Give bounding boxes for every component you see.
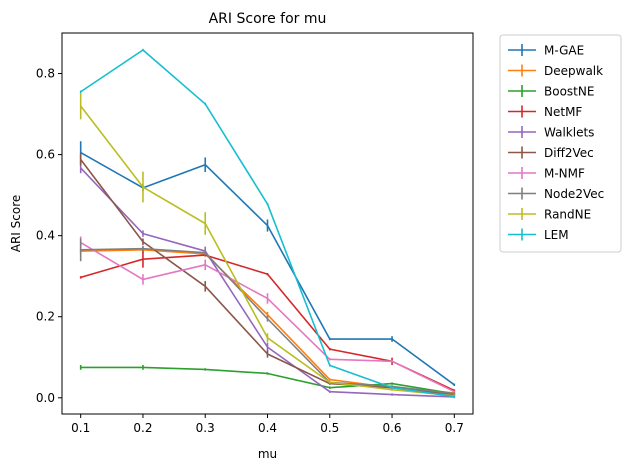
legend-item-randne: RandNE: [508, 208, 591, 222]
legend-item-m-nmf: M-NMF: [508, 167, 585, 181]
legend-label-deepwalk: Deepwalk: [544, 64, 603, 78]
legend: M-GAE Deepwalk BoostNE NetMF Walklets Diff2Ve…: [499, 34, 622, 253]
x-tick-label: 0.1: [71, 421, 90, 435]
x-tick-label: 0.4: [258, 421, 277, 435]
series-line-walklets: [80, 167, 455, 398]
legend-item-boostne: BoostNE: [508, 85, 594, 99]
legend-label-walklets: Walklets: [544, 126, 594, 140]
x-tick-label: 0.3: [196, 421, 215, 435]
legend-label-m-nmf: M-NMF: [544, 167, 585, 181]
series-lem: [79, 48, 456, 398]
legend-item-netmf: NetMF: [508, 105, 582, 119]
chart-title: ARI Score for mu: [209, 11, 327, 27]
legend-label-randne: RandNE: [544, 208, 591, 222]
x-tick-label: 0.7: [445, 421, 464, 435]
y-tick-label: 0.0: [36, 391, 55, 405]
x-tick-label: 0.6: [382, 421, 401, 435]
x-tick-label: 0.5: [320, 421, 339, 435]
y-axis: 0.0 0.2 0.4 0.6 0.8: [36, 67, 62, 405]
series-node2vec: [79, 238, 456, 395]
legend-label-m-gae: M-GAE: [544, 44, 584, 58]
plot-series-group: [79, 48, 456, 399]
y-tick-label: 0.6: [36, 148, 55, 162]
y-tick-label: 0.2: [36, 310, 55, 324]
legend-label-node2vec: Node2Vec: [544, 187, 604, 201]
legend-item-walklets: Walklets: [508, 126, 594, 140]
legend-label-diff2vec: Diff2Vec: [544, 146, 594, 160]
legend-box: [499, 34, 622, 253]
legend-item-m-gae: M-GAE: [508, 44, 584, 58]
x-axis-label: mu: [258, 447, 277, 461]
y-axis-label: ARI Score: [9, 195, 23, 253]
legend-item-lem: LEM: [508, 228, 569, 242]
series-walklets: [79, 162, 456, 399]
legend-item-deepwalk: Deepwalk: [508, 64, 603, 78]
legend-item-diff2vec: Diff2Vec: [508, 146, 594, 160]
legend-item-node2vec: Node2Vec: [508, 187, 604, 201]
y-tick-label: 0.4: [36, 229, 55, 243]
legend-label-netmf: NetMF: [544, 105, 582, 119]
series-line-diff2vec: [80, 158, 455, 396]
legend-label-lem: LEM: [544, 228, 569, 242]
x-axis: 0.1 0.2 0.3 0.4 0.5 0.6 0.7: [71, 414, 464, 435]
y-tick-label: 0.8: [36, 67, 55, 81]
legend-label-boostne: BoostNE: [544, 85, 594, 99]
x-tick-label: 0.2: [133, 421, 152, 435]
